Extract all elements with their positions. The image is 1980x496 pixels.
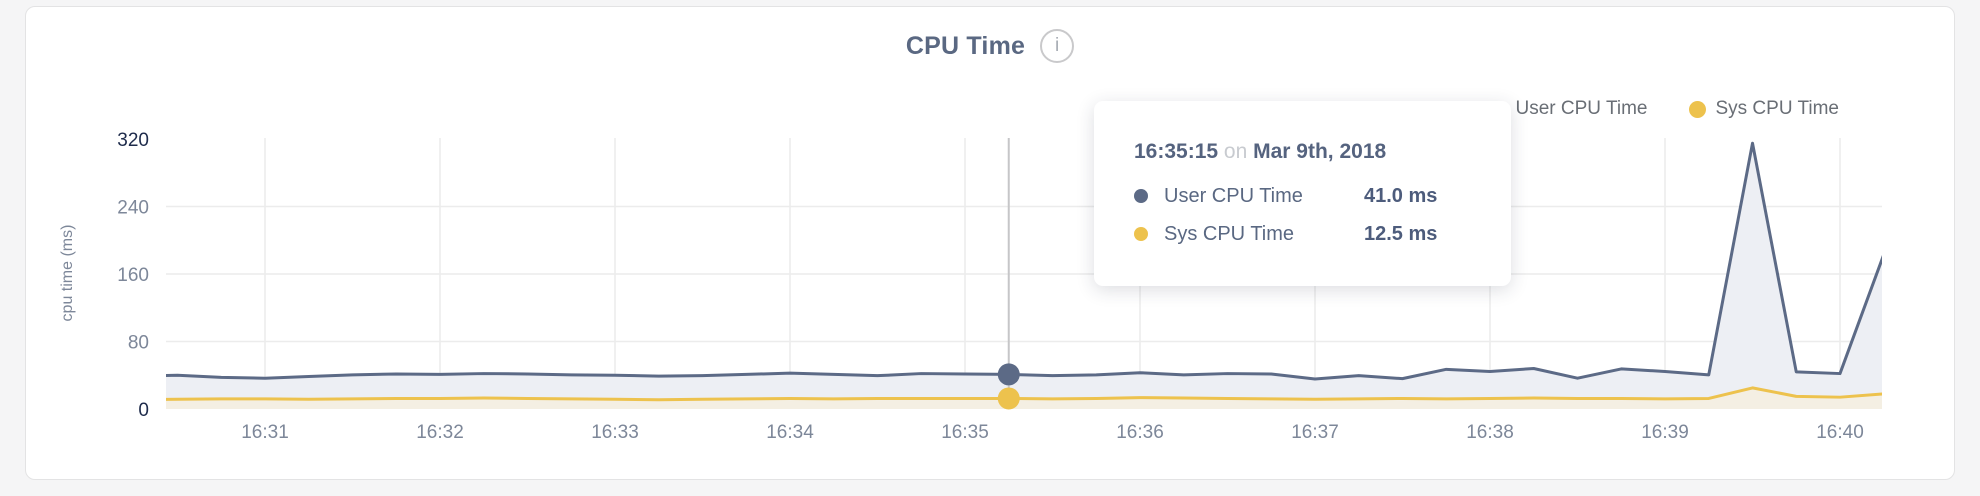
tooltip-date: Mar 9th, 2018 xyxy=(1253,140,1387,163)
svg-text:240: 240 xyxy=(117,198,149,219)
tooltip-time: 16:35:15 xyxy=(1134,140,1219,163)
legend-item-sys-cpu-time[interactable]: Sys CPU Time xyxy=(1689,98,1839,120)
tooltip-label-user: User CPU Time xyxy=(1164,184,1303,207)
svg-text:16:34: 16:34 xyxy=(766,422,814,443)
svg-text:80: 80 xyxy=(128,333,149,354)
svg-text:16:40: 16:40 xyxy=(1816,422,1864,443)
cpu-time-chart[interactable]: 16:31 16:32 16:33 16:34 16:35 16:36 16:37 16:38… xyxy=(26,7,1956,481)
svg-text:160: 160 xyxy=(117,265,149,286)
svg-text:16:31: 16:31 xyxy=(241,422,289,443)
tooltip-row-user: User CPU Time 41.0 ms xyxy=(1134,177,1511,215)
svg-text:16:37: 16:37 xyxy=(1291,422,1339,443)
tooltip-on-word: on xyxy=(1223,140,1248,163)
svg-text:16:39: 16:39 xyxy=(1641,422,1689,443)
sys-series-dot-icon xyxy=(1134,227,1148,241)
tooltip-value-sys: 12.5 ms xyxy=(1364,222,1438,245)
tooltip-value-user: 41.0 ms xyxy=(1364,184,1438,207)
card-header: CPU Time i xyxy=(26,29,1954,63)
svg-text:cpu time (ms): cpu time (ms) xyxy=(59,225,76,322)
svg-text:16:35: 16:35 xyxy=(941,422,989,443)
svg-text:320: 320 xyxy=(117,130,149,151)
svg-text:16:38: 16:38 xyxy=(1466,422,1514,443)
hover-tooltip: 16:35:15 on Mar 9th, 2018 User CPU Time … xyxy=(1094,101,1511,286)
svg-text:16:32: 16:32 xyxy=(416,422,464,443)
svg-text:16:33: 16:33 xyxy=(591,422,639,443)
sys-series-dot-icon xyxy=(1689,100,1707,118)
svg-text:0: 0 xyxy=(138,400,149,421)
chart-legend: User CPU Time Sys CPU Time xyxy=(1489,98,1839,120)
tooltip-label-sys: Sys CPU Time xyxy=(1164,222,1295,245)
legend-label-user: User CPU Time xyxy=(1515,98,1648,119)
user-series-dot-icon xyxy=(1134,189,1148,203)
chart-title: CPU Time xyxy=(905,31,1026,60)
tooltip-header: 16:35:15 on Mar 9th, 2018 xyxy=(1134,137,1511,167)
legend-label-sys: Sys CPU Time xyxy=(1715,98,1839,119)
svg-text:16:36: 16:36 xyxy=(1116,422,1164,443)
legend-item-user-cpu-time[interactable]: User CPU Time xyxy=(1489,98,1648,120)
tooltip-row-sys: Sys CPU Time 12.5 ms xyxy=(1134,215,1511,253)
info-icon[interactable]: i xyxy=(1040,29,1075,63)
cpu-time-card: CPU Time i User CPU Time Sys CPU Time 16… xyxy=(25,6,1955,480)
